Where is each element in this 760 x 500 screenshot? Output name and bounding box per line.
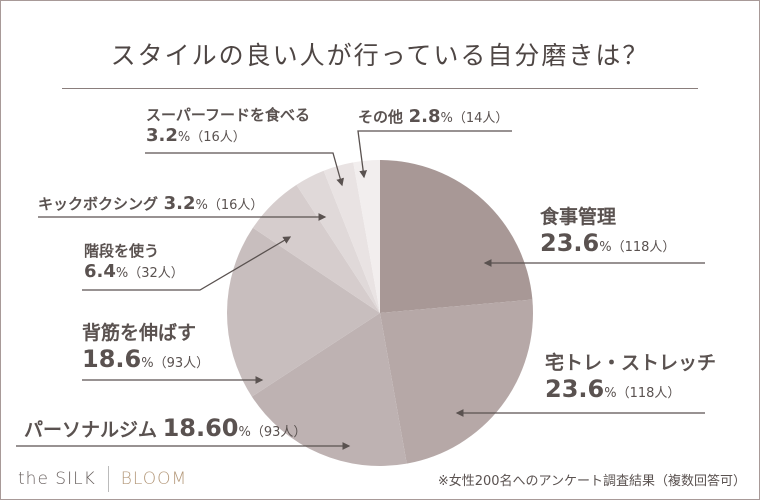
label-percent: 3.2 [163,193,196,214]
label-percent: 6.4 [84,261,116,282]
label-count: %（93人） [238,425,307,440]
label-percent: 2.8 [408,106,441,127]
label-count: %（16人） [177,130,246,145]
label-percent: 18.60 [162,414,239,442]
label-s2: パーソナルジム 18.60%（93人） [24,414,306,442]
pie-slice-3 [227,227,380,397]
label-s0: 食事管理 23.6%（118人） [540,202,675,257]
pie-slice-6 [323,162,380,313]
label-percent: 3.2 [146,125,178,146]
footnote: ※女性200名へのアンケート調査結果（複数回答可） [437,474,746,489]
title-rule [62,88,698,89]
label-name: キックボクシング [38,195,159,213]
label-s6: スーパーフードを食べる 3.2%（16人） [146,104,310,146]
label-percent: 23.6 [545,375,605,403]
label-name: その他 [358,108,404,126]
label-count: %（118人） [599,240,676,255]
pie-slice-5 [296,170,380,313]
pie-slice-7 [353,160,380,313]
brand-part2: BLOOM [120,469,188,489]
pie-slice-2 [251,313,407,467]
label-s4: 階段を使う 6.4%（32人） [84,240,184,282]
brand-part1: the SILK [18,469,96,489]
label-name: 背筋を伸ばす [82,322,197,344]
chart-title: スタイルの良い人が行っている自分磨きは？ [110,41,650,70]
pie-slice-1 [380,299,533,464]
label-count: %（32人） [115,266,184,281]
label-count: %（14人） [440,111,509,126]
label-name: パーソナルジム [24,419,158,441]
leader-line-s4 [82,236,292,291]
label-count: %（16人） [195,198,264,213]
pie-slice-0 [380,160,533,313]
leader-line-s7 [357,130,512,179]
label-s5: キックボクシング 3.2%（16人） [38,193,263,214]
label-percent: 23.6 [540,229,600,257]
brand-logo: the SILK BLOOM [18,466,187,492]
label-name: 食事管理 [540,206,617,228]
label-name: スーパーフードを食べる [146,106,310,124]
label-count: %（93人） [141,356,210,371]
leader-line-s6 [145,152,344,187]
label-s3: 背筋を伸ばす 18.6%（93人） [82,318,209,373]
label-count: %（118人） [604,386,681,401]
label-s7: その他 2.8%（14人） [358,106,508,127]
label-name: 階段を使う [84,242,160,260]
label-percent: 18.6 [82,345,142,373]
label-s1: 宅トレ・ストレッチ 23.6%（118人） [545,348,716,403]
label-name: 宅トレ・ストレッチ [545,352,717,374]
